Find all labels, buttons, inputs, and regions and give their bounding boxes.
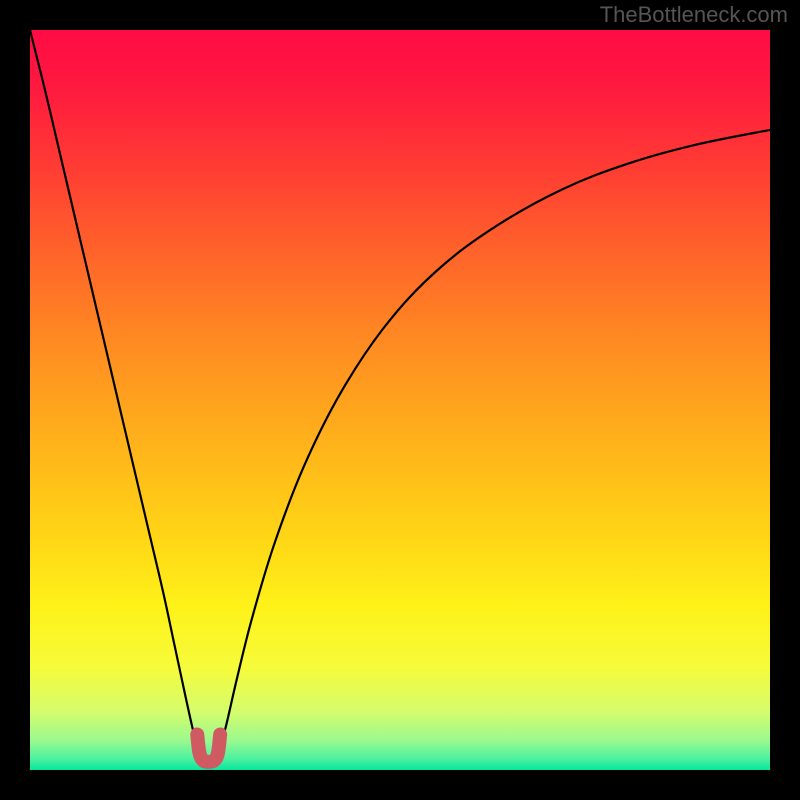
plot-background (30, 30, 770, 770)
bottleneck-chart (0, 0, 800, 800)
watermark-text: TheBottleneck.com (600, 2, 788, 28)
